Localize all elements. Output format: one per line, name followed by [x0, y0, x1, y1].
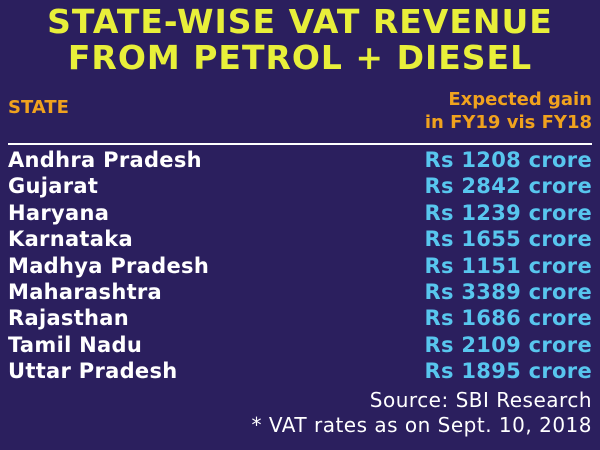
table-row: Karnataka Rs 1655 crore [0, 226, 600, 252]
source-note: Source: SBI Research [369, 388, 592, 412]
header-divider [8, 143, 592, 145]
expected-gain-value: Rs 1239 crore [424, 200, 592, 225]
column-header-gain-line-2: in FY19 vis FY18 [424, 112, 592, 133]
state-name: Uttar Pradesh [8, 359, 178, 384]
table-row: Rajasthan Rs 1686 crore [0, 305, 600, 331]
state-name: Andhra Pradesh [8, 148, 202, 172]
state-name: Madhya Pradesh [8, 253, 210, 278]
table-body: Andhra Pradesh Rs 1208 crore Gujarat Rs 284… [0, 147, 600, 385]
state-name: Tamil Nadu [8, 332, 143, 357]
expected-gain-value: Rs 1208 crore [424, 148, 592, 172]
vat-date-note: * VAT rates as on Sept. 10, 2018 [251, 413, 592, 437]
table-row: Andhra Pradesh Rs 1208 crore [0, 147, 600, 173]
state-name: Haryana [8, 200, 110, 225]
table-row: Madhya Pradesh Rs 1151 crore [0, 253, 600, 279]
title-line-1: STATE-WISE VAT REVENUE [47, 2, 553, 41]
table-row: Gujarat Rs 2842 crore [0, 173, 600, 199]
table-row: Haryana Rs 1239 crore [0, 200, 600, 226]
expected-gain-value: Rs 1151 crore [424, 253, 592, 278]
column-header-gain: Expected gain in FY19 vis FY18 [425, 88, 592, 134]
chart-title: STATE-WISE VAT REVENUE FROM PETROL + DIE… [0, 4, 600, 76]
state-name: Rajasthan [8, 306, 130, 331]
table-row: Uttar Pradesh Rs 1895 crore [0, 358, 600, 384]
column-header-state: STATE [8, 97, 69, 118]
expected-gain-value: Rs 1895 crore [424, 359, 592, 384]
expected-gain-value: Rs 2109 crore [424, 332, 592, 357]
table-row: Maharashtra Rs 3389 crore [0, 279, 600, 305]
state-name: Karnataka [8, 227, 133, 252]
expected-gain-value: Rs 2842 crore [424, 174, 592, 199]
expected-gain-value: Rs 1655 crore [424, 227, 592, 252]
table-row: Tamil Nadu Rs 2109 crore [0, 332, 600, 358]
state-name: Maharashtra [8, 279, 163, 304]
footer-notes: Source: SBI Research * VAT rates as on S… [252, 388, 592, 438]
title-line-2: FROM PETROL + DIESEL [67, 38, 533, 77]
state-name: Gujarat [8, 174, 99, 199]
column-header-gain-line-1: Expected gain [448, 89, 592, 110]
expected-gain-value: Rs 3389 crore [424, 279, 592, 304]
expected-gain-value: Rs 1686 crore [424, 306, 592, 331]
